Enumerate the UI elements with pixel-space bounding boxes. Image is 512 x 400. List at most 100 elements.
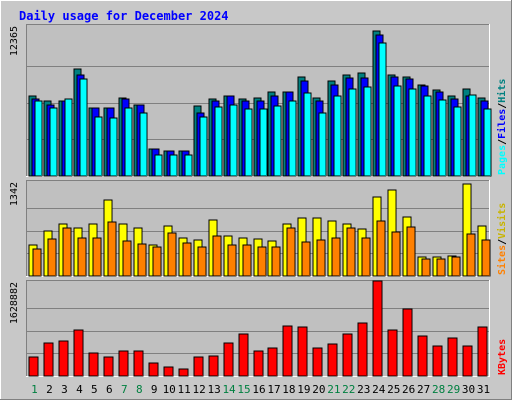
day-label-17: 17 — [267, 383, 280, 396]
legend-hits-files-pages: Pages/Files/Hits — [496, 79, 508, 175]
day-label-30: 30 — [462, 383, 475, 396]
chart-title: Daily usage for December 2024 — [19, 9, 229, 23]
bar-pages-15 — [244, 108, 253, 177]
day-label-18: 18 — [282, 383, 295, 396]
day-label-10: 10 — [163, 383, 176, 396]
legend-entry-hits: Hits — [496, 79, 508, 103]
day-label-20: 20 — [312, 383, 325, 396]
legend-entry-visits: Visits — [496, 203, 508, 239]
bar-sites-30 — [466, 233, 476, 277]
day-label-12: 12 — [193, 383, 206, 396]
bar-sites-8 — [137, 243, 147, 277]
bar-kbytes-30 — [462, 345, 473, 377]
bar-kbytes-21 — [327, 343, 338, 377]
bar-pages-11 — [184, 154, 193, 177]
bar-kbytes-20 — [312, 347, 323, 377]
day-label-31: 31 — [477, 383, 490, 396]
bar-pages-1 — [34, 100, 43, 177]
bar-sites-10 — [167, 232, 177, 277]
bar-sites-25 — [391, 231, 401, 277]
bar-kbytes-14 — [223, 342, 234, 377]
ymax-label-hits-files-pages: 12365 — [9, 26, 20, 56]
day-label-1: 1 — [31, 383, 38, 396]
day-label-22: 22 — [342, 383, 355, 396]
day-label-3: 3 — [61, 383, 68, 396]
day-label-14: 14 — [222, 383, 236, 396]
bar-pages-7 — [124, 107, 133, 177]
bar-kbytes-2 — [43, 342, 54, 377]
day-label-6: 6 — [106, 383, 113, 396]
bar-pages-6 — [109, 117, 118, 177]
bar-pages-26 — [408, 88, 417, 177]
bar-pages-24 — [378, 42, 387, 177]
bar-kbytes-24 — [372, 280, 383, 377]
bar-pages-27 — [423, 95, 432, 177]
bar-sites-27 — [421, 258, 431, 277]
bar-pages-14 — [229, 104, 238, 177]
day-label-8: 8 — [136, 383, 143, 396]
bar-sites-4 — [77, 237, 87, 277]
bar-sites-15 — [242, 244, 252, 277]
day-label-11: 11 — [178, 383, 191, 396]
ymax-label-visits-sites: 1342 — [9, 182, 20, 206]
day-label-26: 26 — [402, 383, 415, 396]
bar-pages-12 — [199, 116, 208, 177]
bar-pages-19 — [303, 92, 312, 177]
bar-sites-26 — [406, 226, 416, 277]
bar-pages-21 — [333, 95, 342, 177]
bar-kbytes-22 — [342, 333, 353, 377]
ymax-label-kbytes: 1628882 — [9, 282, 20, 324]
bar-sites-2 — [47, 238, 57, 277]
bar-sites-7 — [122, 240, 132, 277]
bar-pages-8 — [139, 112, 148, 177]
bar-kbytes-16 — [253, 350, 264, 377]
bar-pages-3 — [64, 98, 73, 177]
day-label-28: 28 — [432, 383, 445, 396]
bar-kbytes-18 — [282, 325, 293, 377]
bar-pages-4 — [79, 78, 88, 177]
bar-pages-28 — [438, 99, 447, 177]
bar-kbytes-29 — [447, 337, 458, 377]
bar-sites-6 — [107, 221, 117, 277]
bar-pages-16 — [259, 108, 268, 177]
bar-pages-18 — [288, 100, 297, 177]
bar-sites-13 — [212, 235, 222, 277]
bar-kbytes-15 — [238, 333, 249, 377]
day-label-24: 24 — [372, 383, 386, 396]
bar-sites-16 — [257, 246, 267, 277]
bar-sites-24 — [376, 220, 386, 277]
bar-sites-23 — [361, 237, 371, 277]
day-label-25: 25 — [387, 383, 400, 396]
day-label-7: 7 — [121, 383, 128, 396]
day-label-29: 29 — [447, 383, 460, 396]
day-label-19: 19 — [297, 383, 310, 396]
bar-sites-11 — [182, 242, 192, 277]
bar-kbytes-7 — [118, 350, 129, 377]
bar-pages-22 — [348, 88, 357, 177]
legend-visits-sites: Sites/Visits — [496, 203, 508, 275]
bar-kbytes-5 — [88, 352, 99, 377]
bar-sites-9 — [152, 246, 162, 277]
legend-entry-files: Files — [496, 109, 508, 139]
bar-pages-9 — [154, 154, 163, 177]
bar-pages-2 — [49, 107, 58, 177]
bar-kbytes-23 — [357, 322, 368, 377]
bar-sites-17 — [271, 246, 281, 277]
bar-kbytes-26 — [402, 308, 413, 377]
bar-sites-5 — [92, 237, 102, 277]
bar-pages-20 — [318, 112, 327, 177]
bar-pages-17 — [273, 105, 282, 177]
day-label-9: 9 — [151, 383, 158, 396]
bar-kbytes-25 — [387, 329, 398, 377]
bar-sites-3 — [62, 227, 72, 277]
bar-pages-10 — [169, 154, 178, 177]
bar-pages-30 — [468, 94, 477, 177]
bar-kbytes-31 — [477, 326, 488, 377]
legend-separator: / — [497, 139, 508, 145]
legend-entry-pages: Pages — [497, 145, 508, 175]
legend-separator: / — [497, 103, 508, 109]
bar-pages-5 — [94, 116, 103, 177]
day-label-23: 23 — [357, 383, 370, 396]
bar-sites-29 — [451, 256, 461, 277]
